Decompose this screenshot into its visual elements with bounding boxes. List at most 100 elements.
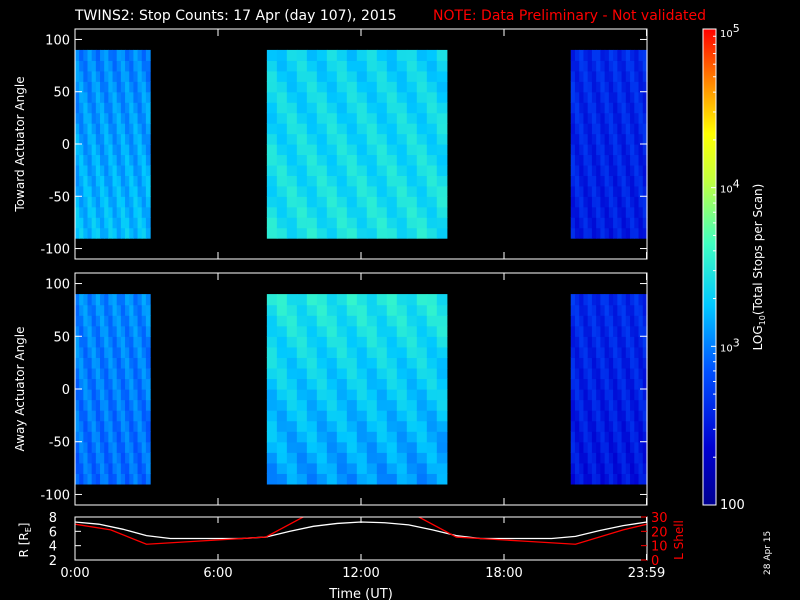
- heatmap-cell: [386, 133, 398, 145]
- heatmap-cell: [604, 462, 610, 474]
- heatmap-cell: [95, 154, 101, 166]
- heatmap-cell: [638, 336, 644, 348]
- heatmap-cell: [604, 389, 610, 401]
- heatmap-cell: [116, 164, 122, 176]
- heatmap-cell: [306, 452, 318, 464]
- heatmap-cell: [591, 336, 597, 348]
- heatmap-cell: [129, 133, 134, 145]
- heatmap-cell: [608, 112, 614, 124]
- heatmap-cell: [642, 175, 648, 187]
- heatmap-cell: [137, 294, 143, 306]
- heatmap-cell: [125, 378, 130, 390]
- heatmap-cell: [129, 399, 134, 411]
- heatmap-cell: [638, 206, 644, 218]
- heatmap-cell: [91, 185, 97, 197]
- heatmap-cell: [141, 346, 147, 358]
- heatmap-cell: [574, 325, 580, 337]
- heatmap-cell: [356, 441, 368, 453]
- heatmap-cell: [316, 346, 328, 358]
- heatmap-cell: [91, 217, 97, 229]
- heatmap-cell: [608, 123, 614, 135]
- heatmap-cell: [638, 123, 644, 135]
- heatmap-cell: [276, 346, 288, 358]
- heatmap-cell: [296, 49, 308, 61]
- heatmap-cell: [91, 315, 97, 327]
- heatmap-cell: [574, 452, 580, 464]
- heatmap-cell: [276, 91, 288, 103]
- heatmap-cell: [133, 452, 139, 464]
- heatmap-cell: [141, 196, 147, 208]
- heatmap-cell: [356, 452, 368, 464]
- heatmap-cell: [116, 336, 122, 348]
- heatmap-cell: [583, 315, 589, 327]
- heatmap-cell: [326, 70, 338, 82]
- heatmap-cell: [112, 431, 118, 443]
- heatmap-cell: [87, 175, 93, 187]
- heatmap-cell: [286, 357, 298, 369]
- heatmap-cell: [306, 389, 318, 401]
- heatmap-cell: [141, 431, 147, 443]
- heatmap-cell: [617, 144, 623, 156]
- heatmap-cell: [426, 346, 438, 358]
- heatmap-cell: [336, 123, 348, 135]
- heatmap-cell: [406, 123, 418, 135]
- heatmap-cell: [120, 389, 126, 401]
- heatmap-cell: [286, 441, 298, 453]
- heatmap-cell: [396, 123, 408, 135]
- heatmap-cell: [137, 227, 143, 239]
- heatmap-cell: [87, 431, 93, 443]
- heatmap-cell: [116, 410, 122, 422]
- heatmap-cell: [596, 112, 601, 124]
- heatmap-cell: [104, 154, 109, 166]
- heatmap-cell: [75, 431, 80, 443]
- heatmap-cell: [376, 294, 388, 306]
- heatmap-cell: [116, 123, 122, 135]
- heatmap-cell: [634, 367, 640, 380]
- heatmap-cell: [396, 325, 408, 337]
- heatmap-cell: [306, 123, 318, 135]
- heatmap-cell: [591, 206, 597, 218]
- heatmap-cell: [104, 304, 109, 316]
- heatmap-cell: [634, 315, 640, 327]
- heatmap-block: [570, 49, 648, 239]
- heatmap-cell: [306, 91, 318, 103]
- heatmap-cell: [306, 175, 318, 187]
- heatmap-cell: [104, 112, 109, 124]
- heatmap-cell: [286, 389, 298, 401]
- heatmap-cell: [133, 154, 139, 166]
- heatmap-cell: [133, 294, 139, 306]
- heatmap-cell: [613, 70, 618, 82]
- heatmap-cell: [296, 81, 308, 93]
- heatmap-cell: [141, 367, 147, 380]
- heatmap-cell: [133, 346, 139, 358]
- heatmap-cell: [125, 164, 130, 176]
- heatmap-cell: [436, 91, 448, 103]
- heatmap-cell: [145, 164, 151, 176]
- heatmap-cell: [95, 431, 101, 443]
- heatmap-cell: [95, 367, 101, 380]
- heatmap-cell: [604, 144, 610, 156]
- heatmap-cell: [608, 336, 614, 348]
- heatmap-cell: [406, 227, 418, 239]
- heatmap-cell: [621, 164, 627, 176]
- heatmap-cell: [617, 399, 623, 411]
- heatmap-cell: [326, 315, 338, 327]
- heatmap-cell: [296, 420, 308, 432]
- heatmap-cell: [617, 441, 623, 453]
- heatmap-cell: [630, 112, 635, 124]
- heatmap-cell: [91, 91, 97, 103]
- heatmap-cell: [306, 367, 318, 380]
- heatmap-cell: [436, 144, 448, 156]
- heatmap-cell: [116, 346, 122, 358]
- heatmap-cell: [356, 133, 368, 145]
- heatmap-cell: [95, 357, 101, 369]
- heatmap-cell: [137, 367, 143, 380]
- heatmap-cell: [579, 60, 585, 72]
- heatmap-cell: [83, 70, 89, 82]
- heatmap-cell: [87, 227, 93, 239]
- heatmap-cell: [79, 367, 84, 380]
- heatmap-cell: [436, 462, 448, 474]
- heatmap-cell: [87, 378, 93, 390]
- heatmap-cell: [587, 185, 593, 197]
- heatmap-cell: [83, 410, 89, 422]
